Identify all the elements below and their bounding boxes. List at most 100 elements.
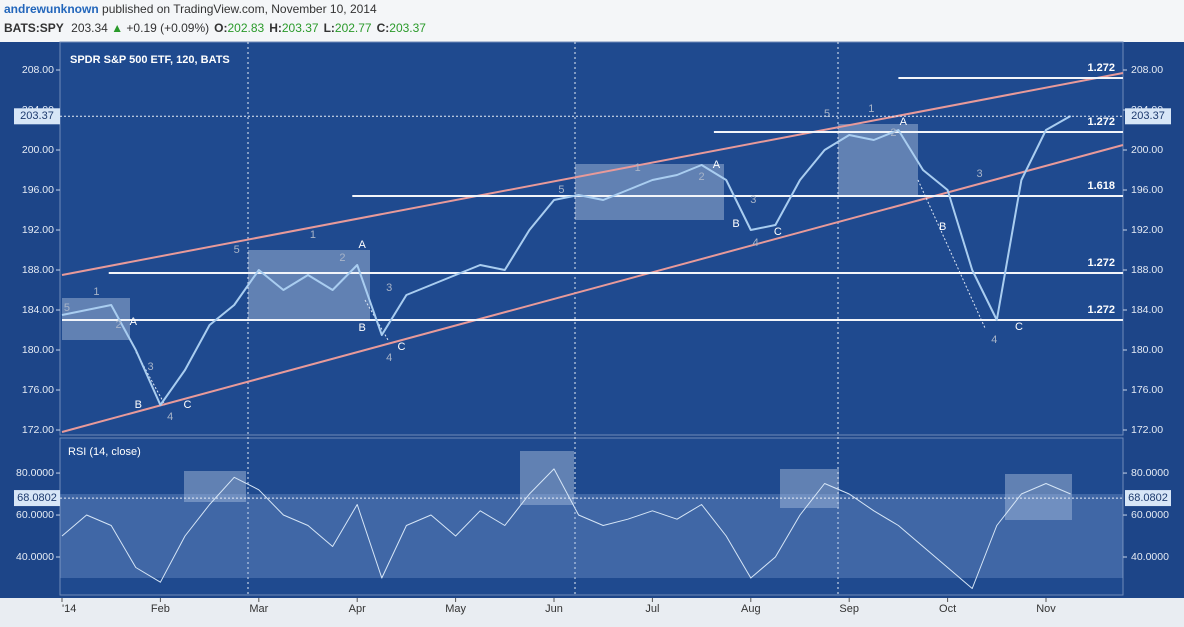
- y-tick-label: 176.00: [1131, 384, 1163, 396]
- wave-label: 1: [310, 229, 316, 241]
- y-tick-label: 80.0000: [1131, 467, 1169, 479]
- y-tick-label: 184.00: [22, 304, 54, 316]
- wave-label: B: [358, 322, 365, 334]
- wave-label: 3: [750, 194, 756, 206]
- y-tick-label: 40.0000: [1131, 551, 1169, 563]
- user: andrewunknown: [4, 2, 99, 16]
- wave-label: 2: [339, 252, 345, 264]
- y-tick-label: 200.00: [1131, 144, 1163, 156]
- connector: [917, 179, 986, 329]
- wave-label: B: [939, 221, 946, 233]
- wave-label: 1: [868, 103, 874, 115]
- wave-label: 2: [890, 127, 896, 139]
- x-tick-label: Nov: [1036, 603, 1056, 615]
- wave-label: 5: [234, 244, 240, 256]
- y-tick-label: 60.0000: [16, 509, 54, 521]
- wave-label: 5: [824, 108, 830, 120]
- x-tick-label: Feb: [151, 603, 170, 615]
- y-tick-label: 172.00: [22, 424, 54, 436]
- header-line: andrewunknown published on TradingView.c…: [4, 2, 377, 16]
- y-tick-label: 192.00: [1131, 224, 1163, 236]
- rsi-band: [60, 494, 1123, 578]
- change: +0.19 (+0.09%): [126, 21, 209, 35]
- x-tick-label: Jun: [545, 603, 563, 615]
- x-tick-label: Sep: [839, 603, 859, 615]
- y-tick-label: 184.00: [1131, 304, 1163, 316]
- wave-label: A: [900, 116, 908, 128]
- x-tick-label: Aug: [741, 603, 761, 615]
- quote: O:202.83 H:203.37 L:202.77 C:203.37: [214, 21, 426, 35]
- y-tick-label: 176.00: [22, 384, 54, 396]
- wave-connectors: [135, 179, 986, 406]
- x-axis-background: [0, 598, 1184, 627]
- y-tick-label: 192.00: [22, 224, 54, 236]
- wave-label: B: [135, 399, 142, 411]
- y-tick-label: 80.0000: [16, 467, 54, 479]
- wave-label: C: [774, 226, 782, 238]
- wave-label: 2: [116, 319, 122, 331]
- wave-label: 3: [977, 168, 983, 180]
- wave-label: C: [1015, 321, 1023, 333]
- y-tick-label: 196.00: [1131, 184, 1163, 196]
- x-tick-label: Jul: [645, 603, 659, 615]
- box: [780, 469, 839, 508]
- last-value-box: [14, 108, 60, 125]
- quote-value: 203.37: [389, 21, 426, 35]
- up-arrow: ▲: [111, 21, 123, 35]
- wave-label: 5: [64, 302, 70, 314]
- y-tick-label: 200.00: [22, 144, 54, 156]
- quote-label: C:: [377, 21, 390, 35]
- highlight-boxes: [62, 124, 1072, 520]
- quote-label: O:: [214, 21, 227, 35]
- wave-label: 2: [699, 171, 705, 183]
- last-value-box: [1125, 490, 1171, 507]
- y-tick-label: 196.00: [22, 184, 54, 196]
- last-value-label: 203.37: [20, 110, 54, 122]
- y-tick-label: 172.00: [1131, 424, 1163, 436]
- wave-label: 4: [991, 334, 997, 346]
- last-value-box: [14, 490, 60, 507]
- quote-label: H:: [269, 21, 282, 35]
- quote-value: 202.77: [335, 21, 372, 35]
- fib-label: 1.272: [1087, 304, 1115, 316]
- wave-label: 5: [558, 184, 564, 196]
- quote-value: 203.37: [282, 21, 319, 35]
- fib-label: 1.272: [1087, 257, 1115, 269]
- wave-label: 1: [635, 162, 641, 174]
- fib-label: 1.272: [1087, 62, 1115, 74]
- last-value-label: 68.0802: [17, 492, 57, 504]
- channel-upper: [61, 72, 1124, 276]
- rsi-title: RSI (14, close): [68, 446, 141, 458]
- wave-label: C: [183, 399, 191, 411]
- trend-channel: [61, 72, 1124, 433]
- published: published on TradingView.com, November 1…: [102, 2, 377, 16]
- rsi-panel: [59, 437, 1124, 596]
- box: [520, 451, 574, 505]
- box: [248, 250, 370, 320]
- series-line: [61, 468, 1071, 589]
- last-value-label: 203.37: [1131, 110, 1165, 122]
- y-tick-label: 180.00: [1131, 344, 1163, 356]
- wave-label: A: [713, 159, 721, 171]
- price-title: SPDR S&P 500 ETF, 120, BATS: [70, 54, 230, 66]
- y-tick-label: 40.0000: [16, 551, 54, 563]
- y-tick-label: 208.00: [22, 64, 54, 76]
- channel-lower: [61, 144, 1124, 433]
- wave-label: 3: [147, 361, 153, 373]
- session-dividers: [247, 42, 839, 595]
- last-value-box: [1125, 108, 1171, 125]
- wave-label: 4: [167, 411, 173, 423]
- x-tick-label: Mar: [249, 603, 268, 615]
- y-tick-label: 188.00: [22, 264, 54, 276]
- quote-value: 202.83: [228, 21, 265, 35]
- wave-label: C: [398, 341, 406, 353]
- symbol-line: BATS:SPY 203.34 ▲ +0.19 (+0.09%) O:202.83…: [4, 21, 426, 35]
- wave-label: 4: [753, 237, 759, 249]
- x-tick-label: May: [445, 603, 466, 615]
- wave-label: A: [358, 239, 366, 251]
- box: [1005, 474, 1072, 520]
- x-tick-label: Apr: [349, 603, 366, 615]
- quote-label: L:: [324, 21, 335, 35]
